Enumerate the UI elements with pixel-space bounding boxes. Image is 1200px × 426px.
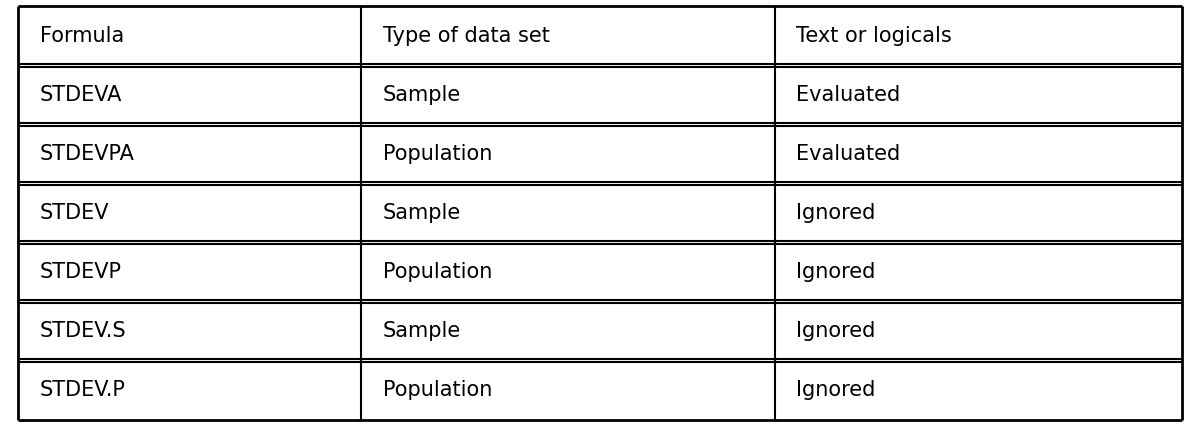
Text: Ignored: Ignored <box>797 321 876 341</box>
Text: Ignored: Ignored <box>797 262 876 282</box>
Text: STDEVPA: STDEVPA <box>40 144 134 164</box>
Text: STDEV.P: STDEV.P <box>40 380 126 400</box>
Text: STDEV.S: STDEV.S <box>40 321 126 341</box>
Text: Formula: Formula <box>40 26 124 46</box>
Text: Sample: Sample <box>383 321 461 341</box>
Text: Sample: Sample <box>383 85 461 105</box>
Text: Evaluated: Evaluated <box>797 85 900 105</box>
Text: Population: Population <box>383 380 492 400</box>
Text: STDEV: STDEV <box>40 203 109 223</box>
Text: Ignored: Ignored <box>797 380 876 400</box>
Text: Type of data set: Type of data set <box>383 26 550 46</box>
Text: Evaluated: Evaluated <box>797 144 900 164</box>
Text: Population: Population <box>383 144 492 164</box>
Text: Sample: Sample <box>383 203 461 223</box>
Text: STDEVP: STDEVP <box>40 262 121 282</box>
Text: Text or logicals: Text or logicals <box>797 26 952 46</box>
Text: Population: Population <box>383 262 492 282</box>
Text: STDEVA: STDEVA <box>40 85 122 105</box>
Text: Ignored: Ignored <box>797 203 876 223</box>
